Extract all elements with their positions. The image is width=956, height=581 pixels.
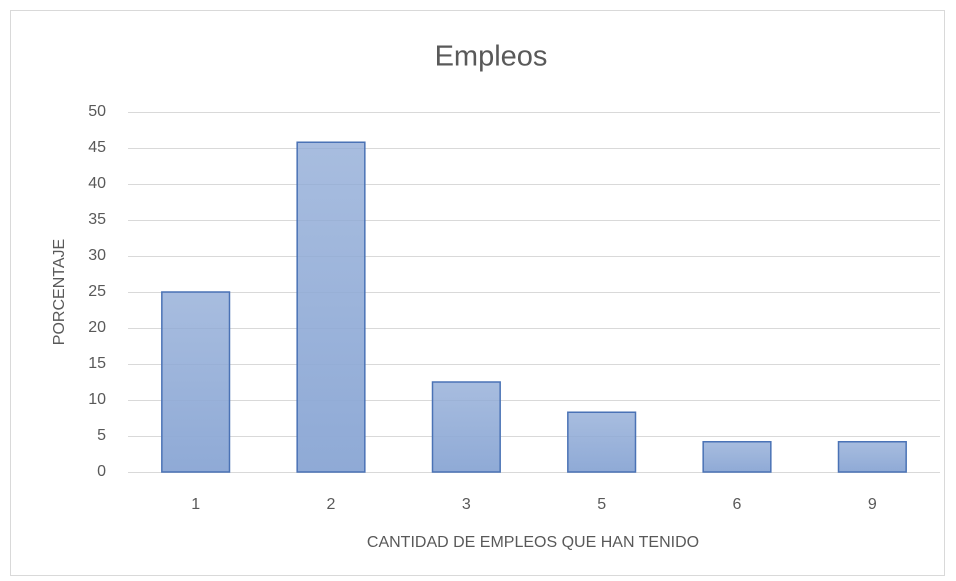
x-tick-label: 6 [733, 496, 742, 513]
y-tick-label: 5 [97, 427, 106, 444]
y-tick-label: 20 [88, 319, 106, 336]
x-tick-label: 3 [462, 496, 471, 513]
bar [702, 441, 772, 473]
y-tick-label: 25 [88, 283, 106, 300]
y-tick-label: 10 [88, 391, 106, 408]
y-tick-label: 40 [88, 175, 106, 192]
x-tick-label: 2 [327, 496, 336, 513]
bar [161, 291, 231, 473]
y-tick-label: 0 [97, 463, 106, 480]
y-tick-label: 45 [88, 139, 106, 156]
bar [567, 411, 637, 473]
y-tick-label: 30 [88, 247, 106, 264]
x-tick-label: 9 [868, 496, 877, 513]
x-tick-label: 1 [191, 496, 200, 513]
bar [431, 381, 501, 473]
y-tick-label: 50 [88, 103, 106, 120]
bar [837, 441, 907, 473]
y-tick-label: 15 [88, 355, 106, 372]
x-tick-label: 5 [597, 496, 606, 513]
x-axis-label: CANTIDAD DE EMPLEOS QUE HAN TENIDO [367, 534, 699, 551]
bar [296, 141, 366, 473]
y-tick-label: 35 [88, 211, 106, 228]
chart-title: Empleos [435, 41, 548, 73]
y-axis-label: PORCENTAJE [51, 239, 68, 345]
